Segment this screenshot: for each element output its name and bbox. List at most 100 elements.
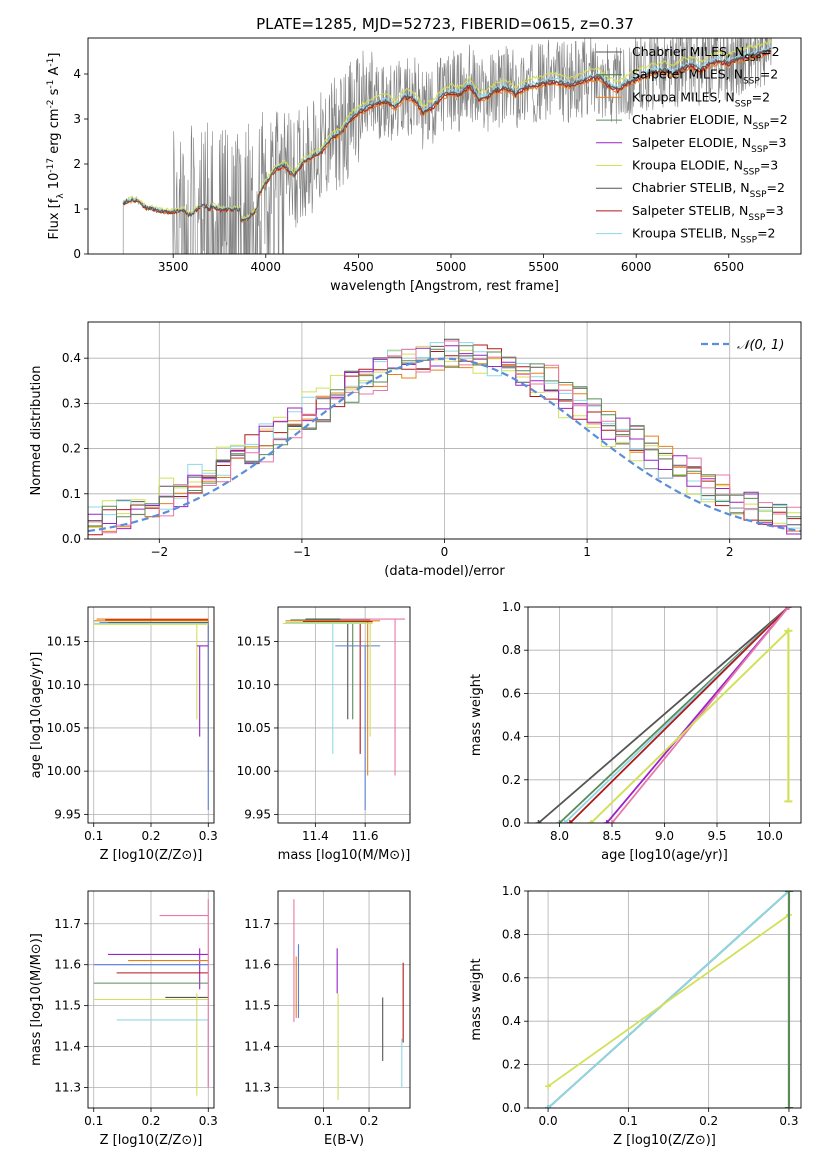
plot-frame: [87, 37, 802, 255]
x-tick-label: 0.2: [359, 1114, 378, 1128]
y-tick-label: 0.2: [502, 773, 521, 787]
x-tick-label: 0.2: [699, 1114, 718, 1128]
mass-weight-line: [611, 607, 790, 823]
model-spectrum-line: [122, 49, 772, 222]
y-tick-label: 0.4: [502, 730, 521, 744]
panel-mass-vs-EBV: 0.1 0.2 11.3 11.4 11.5 11.6 11.7 E(B-V): [244, 890, 411, 1148]
x-tick-label: 11.6: [352, 829, 379, 843]
x-axis-label: Z [log10(Z/Z⊙)]: [100, 848, 203, 863]
mass-weight-point: [567, 820, 573, 823]
plot-frame: [277, 890, 411, 1109]
y-tick-label: 1.0: [502, 600, 521, 614]
mass-weight-point: [545, 1083, 552, 1090]
plot-frame: [87, 890, 215, 1109]
x-axis-label: wavelength [Angstrom, rest frame]: [330, 279, 559, 294]
y-tick-label: 0.8: [502, 927, 521, 941]
mass-weight-point: [545, 1105, 552, 1108]
mass-weight-point: [609, 820, 615, 823]
y-tick-label: 10.15: [237, 635, 271, 649]
y-tick-label: 0.4: [62, 351, 81, 365]
mass-weight-point: [535, 820, 542, 823]
legend-label: Kroupa MILES, NSSP=2: [632, 89, 770, 109]
panel-spectrum: 3500 4000 4500 5000 5500 6000 6500 0 1 2 3 4 wavelen…: [46, 37, 802, 294]
x-axis-label: Z [log10(Z/Z⊙)]: [613, 1133, 716, 1148]
x-tick-label: 6500: [714, 260, 745, 274]
panel-mass-vs-Z: 0.1 0.2 0.3 11.3 11.4 11.5 11.6 11.7 Z [log10(Z/…: [29, 890, 218, 1148]
panel-massweight-vs-age: 8.0 8.5 9.0 9.5 10.0 0.0 0.2 0.4 0.6 0.8 1.0 age [l…: [469, 600, 802, 863]
mass-weight-point: [556, 820, 563, 823]
y-tick-label: 11.4: [244, 1040, 271, 1054]
x-tick-label: −1: [293, 545, 311, 559]
legend-label: Chabrier STELIB, NSSP=2: [632, 180, 785, 200]
x-tick-label: 11.4: [302, 829, 329, 843]
gaussian-curve: [88, 357, 801, 533]
y-tick-label: 11.6: [54, 958, 81, 972]
y-axis-label: mass weight: [469, 674, 484, 756]
x-tick-label: 0.3: [779, 1114, 798, 1128]
data-spectrum-line: [122, 38, 772, 254]
x-tick-label: −2: [150, 545, 168, 559]
plot-frame: [87, 606, 215, 824]
legend-label: Chabrier MILES, NSSP=2: [632, 44, 780, 64]
y-tick-label: 9.95: [244, 807, 271, 821]
y-tick-label: 1: [73, 202, 81, 216]
y-tick-label: 10.15: [47, 635, 81, 649]
plot-area: [545, 891, 793, 1108]
plot-frame: [527, 606, 802, 824]
plot-area: [88, 338, 801, 539]
x-tick-label: 9.0: [655, 829, 674, 843]
y-axis-label: age [log10(age/yr)]: [29, 652, 44, 779]
y-tick-label: 0.0: [502, 1101, 521, 1115]
x-axis-label: (data-model)/error: [384, 564, 505, 579]
y-tick-label: 11.3: [244, 1081, 271, 1095]
y-tick-label: 0.2: [502, 1058, 521, 1072]
y-tick-label: 11.5: [54, 999, 81, 1013]
y-axis-label: mass [log10(M/M⊙)]: [29, 933, 44, 1066]
y-tick-label: 10.05: [237, 721, 271, 735]
y-tick-label: 0.0: [502, 816, 521, 830]
y-tick-label: 10.00: [237, 764, 271, 778]
x-tick-label: 8.5: [602, 829, 621, 843]
y-tick-label: 0.6: [502, 971, 521, 985]
plot-area: [535, 607, 793, 823]
legend-label: Kroupa ELODIE, NSSP=3: [632, 158, 778, 178]
x-tick-label: 5000: [436, 260, 467, 274]
y-tick-label: 11.7: [244, 917, 271, 931]
y-tick-label: 0.3: [62, 396, 81, 410]
y-tick-label: 9.95: [54, 807, 81, 821]
x-tick-label: 0.1: [314, 1114, 333, 1128]
y-tick-label: 10.00: [47, 764, 81, 778]
mass-weight-point: [603, 820, 610, 823]
y-tick-label: 0.4: [502, 1014, 521, 1028]
y-tick-label: 4: [73, 67, 81, 81]
plot-area: [93, 899, 209, 1096]
y-axis-label: mass weight: [469, 958, 484, 1040]
y-tick-label: 10.10: [47, 678, 81, 692]
x-tick-label: 2: [726, 545, 734, 559]
x-axis-label: age [log10(age/yr)]: [601, 848, 728, 863]
x-tick-label: 0.1: [84, 1114, 103, 1128]
x-tick-label: 3500: [158, 260, 189, 274]
mass-weight-line: [569, 607, 790, 823]
legend-label: Salpeter MILES, NSSP=2: [632, 67, 778, 87]
plot-frame: [527, 890, 802, 1109]
mass-weight-point: [561, 820, 568, 823]
y-tick-label: 0.1: [62, 487, 81, 501]
y-tick-label: 11.5: [244, 999, 271, 1013]
x-tick-label: 0.0: [539, 1114, 558, 1128]
panel-massweight-vs-Z: 0.0 0.1 0.2 0.3 0.0 0.2 0.4 0.6 0.8 1.0 Z [log10(Z…: [469, 884, 802, 1148]
x-tick-label: 0.3: [199, 1114, 218, 1128]
legend-label: Salpeter ELODIE, NSSP=3: [632, 135, 786, 155]
y-tick-label: 0.2: [62, 442, 81, 456]
y-tick-label: 10.05: [47, 721, 81, 735]
x-tick-label: 1: [583, 545, 591, 559]
y-tick-label: 0.6: [502, 686, 521, 700]
y-tick-label: 0: [73, 247, 81, 261]
panel-age-vs-Z: 0.1 0.2 0.3 9.95 10.00 10.05 10.10 10.15 Z [log1…: [29, 606, 218, 863]
x-tick-label: 0.2: [141, 1114, 160, 1128]
legend-label: 𝒩(0, 1): [737, 338, 784, 353]
y-tick-label: 11.3: [54, 1081, 81, 1095]
x-tick-label: 4000: [251, 260, 282, 274]
plot-area: [293, 899, 404, 1100]
